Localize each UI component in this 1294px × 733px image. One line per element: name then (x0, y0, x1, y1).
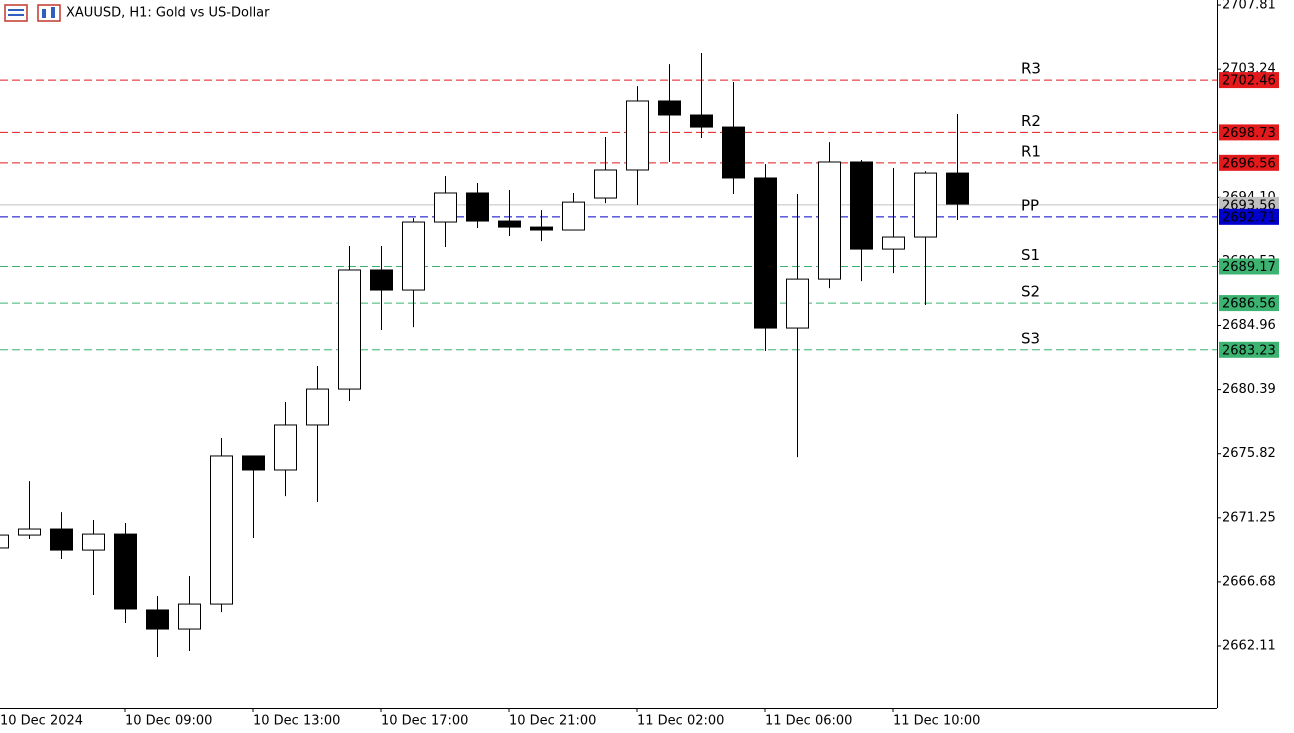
pivot-level-price-box (1219, 295, 1279, 312)
candle-body (50, 528, 73, 551)
candle-body (146, 609, 169, 630)
y-tick-label: 2707.81 (1222, 0, 1276, 13)
x-tick-label: 10 Dec 2024 (0, 714, 83, 729)
y-tick-label: 2671.25 (1222, 510, 1276, 525)
x-tick-label: 10 Dec 17:00 (381, 714, 468, 729)
pivot-level-price-box (1219, 341, 1279, 358)
candle-body (0, 534, 9, 549)
x-tick-label: 11 Dec 10:00 (893, 714, 980, 729)
candle-body (626, 100, 649, 171)
candle-body (306, 388, 329, 426)
candle-body (722, 126, 745, 179)
y-tick-label: 2675.82 (1222, 446, 1276, 461)
candle-body (946, 172, 969, 205)
candle-body (82, 533, 105, 551)
pivot-level-price-box (1219, 124, 1279, 141)
candle-body (530, 226, 553, 231)
pivot-level-name: R1 (1021, 142, 1041, 160)
pivot-level-price: 2702.46 (1222, 74, 1276, 89)
candle-body (882, 236, 905, 250)
pivot-level-name: PP (1021, 196, 1039, 214)
pivot-level-name: S1 (1021, 246, 1040, 264)
chart-title: XAUUSD, H1: Gold vs US-Dollar (66, 6, 270, 21)
y-tick-label: 2666.68 (1222, 574, 1276, 589)
y-tick-label: 2662.11 (1222, 639, 1276, 654)
candle-body (114, 533, 137, 610)
candle-body (178, 603, 201, 630)
candle-body (210, 455, 233, 605)
candle-body (466, 192, 489, 222)
candle-body (18, 528, 41, 536)
x-tick-label: 11 Dec 06:00 (765, 714, 852, 729)
x-tick-label: 11 Dec 02:00 (637, 714, 724, 729)
candle-body (594, 169, 617, 199)
pivot-level-name: R3 (1021, 60, 1041, 78)
candle-body (242, 455, 265, 471)
candle-body (274, 424, 297, 471)
pivot-level-name: S3 (1021, 329, 1040, 347)
candle-body (338, 269, 361, 390)
pivot-level-name: S2 (1021, 283, 1040, 301)
candle-body (434, 192, 457, 223)
candle-body (754, 177, 777, 329)
candle-body (658, 100, 681, 116)
icon-frame (4, 4, 28, 22)
pivot-level-price: 2698.73 (1222, 126, 1276, 141)
pivot-level-price: 2696.56 (1222, 156, 1276, 171)
icon-bar (51, 7, 55, 18)
x-tick-label: 10 Dec 13:00 (253, 714, 340, 729)
pivot-level-price: 2689.17 (1222, 260, 1276, 275)
pivot-level-price-box (1219, 72, 1279, 89)
pivot-level-price-box (1219, 208, 1279, 225)
pivot-level-name: R2 (1021, 112, 1041, 130)
pivot-level-price-box (1219, 258, 1279, 275)
icon-bar (42, 9, 46, 18)
pivot-level-price-box (1219, 154, 1279, 171)
pivot-level-price: 2692.71 (1222, 210, 1276, 225)
candle-body (370, 269, 393, 291)
candle-body (498, 220, 521, 228)
x-tick-label: 10 Dec 09:00 (125, 714, 212, 729)
icon-frame (37, 4, 61, 22)
y-tick-label: 2684.96 (1222, 318, 1276, 333)
y-tick-label: 2680.39 (1222, 382, 1276, 397)
candle-body (402, 221, 425, 291)
pivot-level-price: 2683.23 (1222, 343, 1276, 358)
candle-body (850, 161, 873, 250)
symbol-icon (4, 4, 61, 22)
candle-body (818, 161, 841, 280)
pivot-level-price: 2686.56 (1222, 297, 1276, 312)
x-tick-label: 10 Dec 21:00 (509, 714, 596, 729)
candle-body (690, 114, 713, 128)
candle-body (562, 201, 585, 231)
candle-body (786, 278, 809, 329)
candle-body (914, 172, 937, 238)
